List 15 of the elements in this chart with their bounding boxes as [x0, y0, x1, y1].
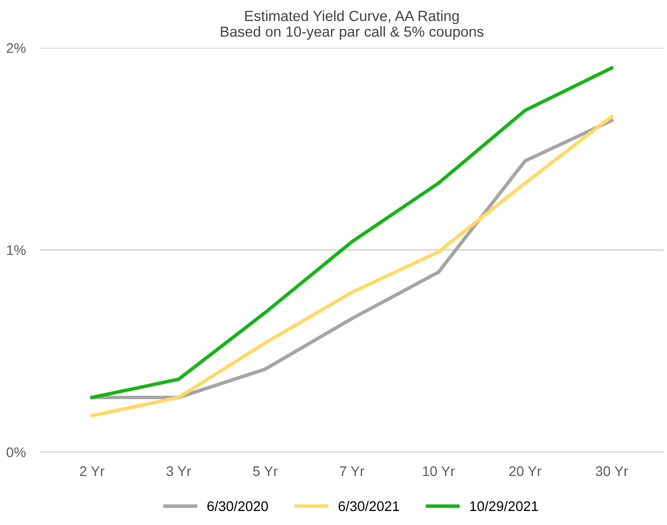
legend-label: 6/30/2020: [207, 500, 268, 512]
y-tick-label: 2%: [6, 43, 26, 53]
legend-label: 10/29/2021: [470, 500, 538, 512]
x-tick-label: 20 Yr: [509, 466, 542, 476]
y-tick-label: 1%: [7, 245, 26, 256]
x-tick-label: 10 Yr: [423, 466, 455, 476]
line-series: [90, 66, 614, 400]
legend-label: 6/30/2021: [338, 500, 400, 512]
x-tick-label: 30 Yr: [596, 466, 628, 476]
x-tick-label: 5 Yr: [253, 466, 278, 476]
x-tick-label: 7 Yr: [340, 466, 364, 476]
x-tick-label: 3 Yr: [166, 466, 191, 476]
chart-title: Estimated Yield Curve, AA Rating Based on 10-year par call & 5% coupons: [220, 10, 484, 40]
x-tick-label: 2 Yr: [80, 466, 104, 476]
y-tick-label: 0%: [6, 447, 26, 458]
